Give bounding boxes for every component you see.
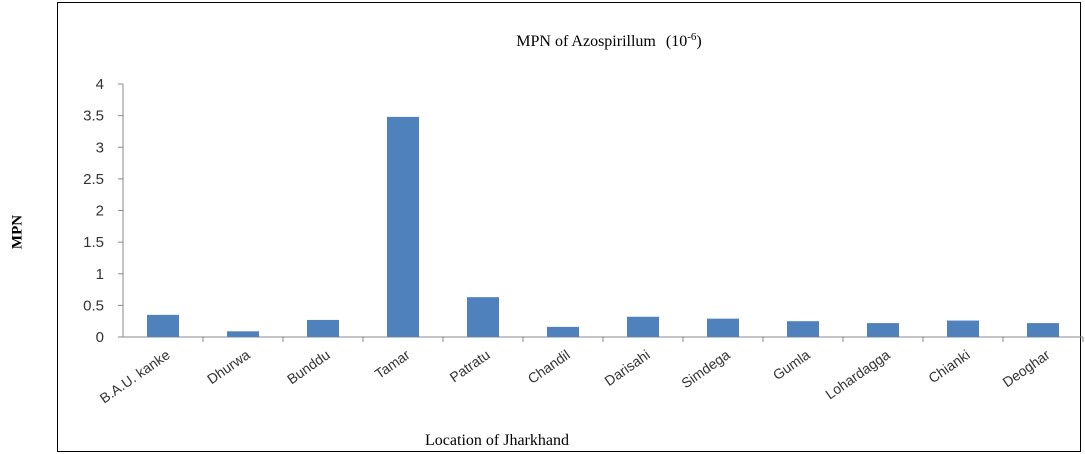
bar <box>387 116 419 337</box>
y-tick-label: 1 <box>96 266 104 283</box>
x-tick-label: Chandil <box>525 346 573 386</box>
bars <box>147 116 1059 337</box>
x-tick-labels: B.A.U. kanke Dhurwa Bunddu Tamar Patratu Chan… <box>97 346 1053 406</box>
chart-frame <box>57 2 1081 452</box>
bar <box>147 314 179 337</box>
bar <box>707 318 739 337</box>
x-tick-label: Deoghar <box>1000 346 1053 390</box>
x-tick-label: Tamar <box>372 346 413 382</box>
bar <box>787 321 819 337</box>
bar <box>1027 323 1059 337</box>
y-tick-label: 3 <box>96 139 104 156</box>
bar <box>547 326 579 337</box>
chart-title-main: MPN of Azospirillum <box>516 33 656 50</box>
x-tick-label: Gumla <box>770 346 813 383</box>
y-tick-labels: 0 0.5 1 1.5 2 2.5 3 3.5 4 <box>83 76 104 346</box>
x-tick-label: Patratu <box>447 346 493 385</box>
x-tick-label: B.A.U. kanke <box>97 346 173 406</box>
bar <box>627 316 659 337</box>
x-tick-label: Darisahi <box>601 346 652 389</box>
y-tick-label: 1.5 <box>83 234 104 251</box>
x-tick-label: Bunddu <box>284 346 333 387</box>
bar <box>467 297 499 337</box>
chart-title: MPN of Azospirillum (10-6) <box>516 31 701 50</box>
chart-title-exponent: -6 <box>687 31 697 43</box>
y-tick-label: 0.5 <box>83 297 104 314</box>
bar <box>227 331 259 337</box>
chart-title-unit: (10 <box>666 33 687 50</box>
bar <box>307 319 339 337</box>
bar <box>947 320 979 337</box>
axes <box>118 83 1084 342</box>
bar <box>867 323 899 337</box>
y-tick-label: 2 <box>96 203 104 220</box>
x-tick-label: Dhurwa <box>204 346 253 387</box>
y-tick-label: 4 <box>96 76 104 93</box>
y-tick-label: 2.5 <box>83 171 104 188</box>
x-tick-label: Simdega <box>678 346 733 391</box>
x-axis-label: Location of Jharkhand <box>425 432 569 449</box>
x-tick-label: Lohardagga <box>822 346 893 402</box>
y-tick-label: 0 <box>96 329 104 346</box>
x-tick-label: Chianki <box>925 346 972 386</box>
y-tick-label: 3.5 <box>83 108 104 125</box>
chart-title-close: ) <box>696 33 701 50</box>
